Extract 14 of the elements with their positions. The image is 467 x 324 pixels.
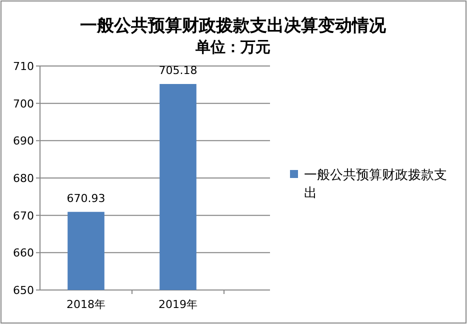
ytick: 680 [13, 172, 34, 185]
ytick: 690 [13, 134, 34, 148]
ytick: 660 [13, 246, 34, 260]
ytick: 650 [13, 284, 34, 297]
title: 一般公共预算财政拨款支出决算变动情况 [80, 16, 386, 36]
data-label: 705.18 [158, 64, 198, 77]
ytick: 700 [13, 97, 34, 110]
ytick: 670 [13, 209, 34, 222]
ytick: 710 [13, 60, 34, 73]
legend-label: 一般公共预算财政拨款支出 [304, 168, 447, 201]
xtick: 2018年 [66, 298, 106, 311]
data-label: 670.93 [66, 192, 106, 205]
xtick: 2019年 [158, 298, 198, 311]
subtitle: 单位：万元 [196, 38, 270, 56]
